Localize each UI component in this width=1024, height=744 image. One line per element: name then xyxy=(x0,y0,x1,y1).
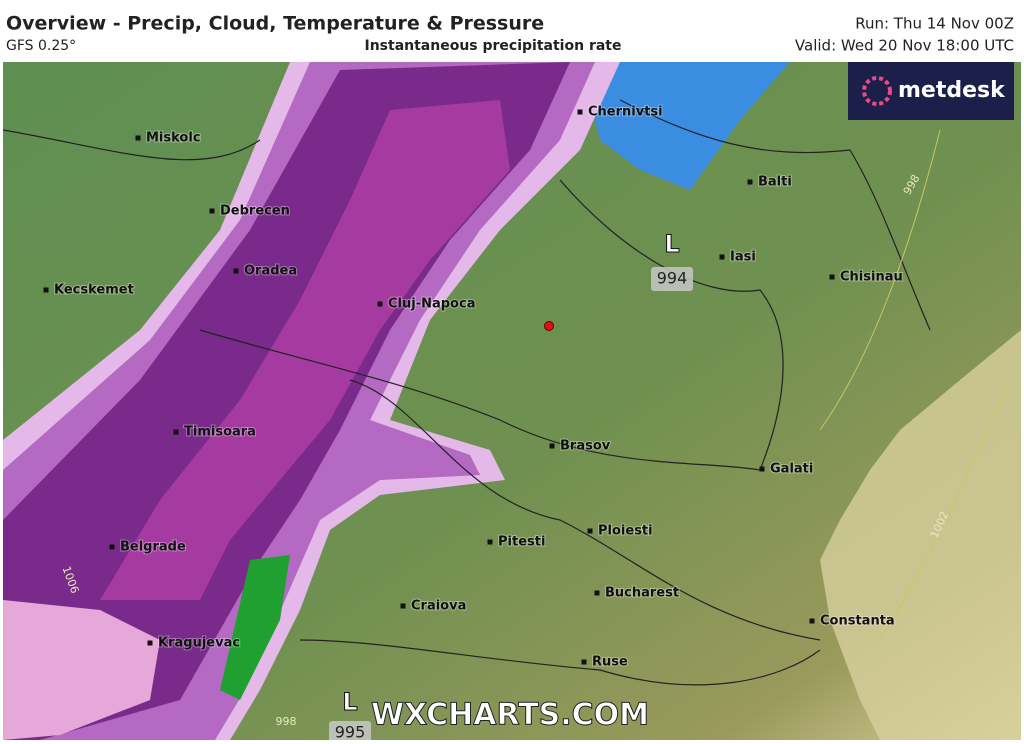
city-dot xyxy=(759,466,765,472)
city-label: Craiova xyxy=(411,599,466,614)
city-dot xyxy=(377,301,383,307)
city-dot xyxy=(829,274,835,280)
city-label: Miskolc xyxy=(146,131,201,146)
city-dot xyxy=(747,179,753,185)
city-label: Galati xyxy=(770,462,813,477)
city-label: Chernivtsi xyxy=(588,105,663,120)
city-label: Constanta xyxy=(820,614,895,629)
marker xyxy=(544,321,554,331)
map-area: metdesk WXCHARTS.COM xyxy=(2,62,1021,740)
city-dot xyxy=(147,640,153,646)
city-dot xyxy=(233,268,239,274)
city-dot xyxy=(719,254,725,260)
city-dot xyxy=(173,429,179,435)
city-label: Belgrade xyxy=(120,540,186,555)
city-dot xyxy=(549,443,555,449)
logo: metdesk xyxy=(898,78,1006,103)
city-dot xyxy=(487,539,493,545)
city-dot xyxy=(135,135,141,141)
valid: Valid: Wed 20 Nov 18:00 UTC xyxy=(795,37,1014,55)
sea-area xyxy=(820,330,1021,740)
city-label: Kragujevac xyxy=(158,636,240,651)
city-dot xyxy=(587,528,593,534)
title: Overview - Precip, Cloud, Temperature & … xyxy=(6,13,544,35)
city-label: Bucharest xyxy=(605,586,679,601)
city-dot xyxy=(809,618,815,624)
low-symbol: L xyxy=(342,688,357,716)
city-dot xyxy=(594,590,600,596)
watermark: WXCHARTS.COM xyxy=(371,698,649,733)
header-bg xyxy=(0,0,1024,60)
city-dot xyxy=(43,287,49,293)
city-label: Cluj-Napoca xyxy=(388,297,475,312)
city-dot xyxy=(577,109,583,115)
city-label: Pitesti xyxy=(498,535,545,550)
precip-green xyxy=(220,555,290,700)
isobar-label: 998 xyxy=(276,715,297,728)
city-label: Kecskemet xyxy=(54,283,134,298)
city-label: Balti xyxy=(758,175,792,190)
logo-box xyxy=(848,62,1014,120)
city-label: Ploiesti xyxy=(598,524,653,539)
city-label: Iasi xyxy=(730,250,756,265)
precip-core xyxy=(100,100,510,600)
pressure-box xyxy=(329,721,371,744)
product: Instantaneous precipitation rate xyxy=(365,38,622,54)
low-symbol: L xyxy=(664,230,679,258)
city-label: Ruse xyxy=(592,655,628,670)
city-label: Brasov xyxy=(560,439,611,454)
city-dot xyxy=(109,544,115,550)
city-label: Timisoara xyxy=(184,425,256,440)
borders xyxy=(2,99,931,686)
precip-pink xyxy=(3,600,160,740)
city-label: Chisinau xyxy=(840,270,903,285)
city-dot xyxy=(209,208,215,214)
run: Run: Thu 14 Nov 00Z xyxy=(855,15,1014,33)
model: GFS 0.25° xyxy=(6,38,76,54)
city-dot xyxy=(581,659,587,665)
city-dot xyxy=(400,603,406,609)
pressure-value: 995 xyxy=(335,723,366,741)
city-label: Oradea xyxy=(244,264,297,279)
pressure-box xyxy=(651,267,693,291)
isobars xyxy=(819,129,1011,641)
pressure-value: 994 xyxy=(657,269,688,288)
city-label: Debrecen xyxy=(220,204,290,219)
logo-icon xyxy=(862,76,892,106)
precip-blue xyxy=(580,62,790,190)
